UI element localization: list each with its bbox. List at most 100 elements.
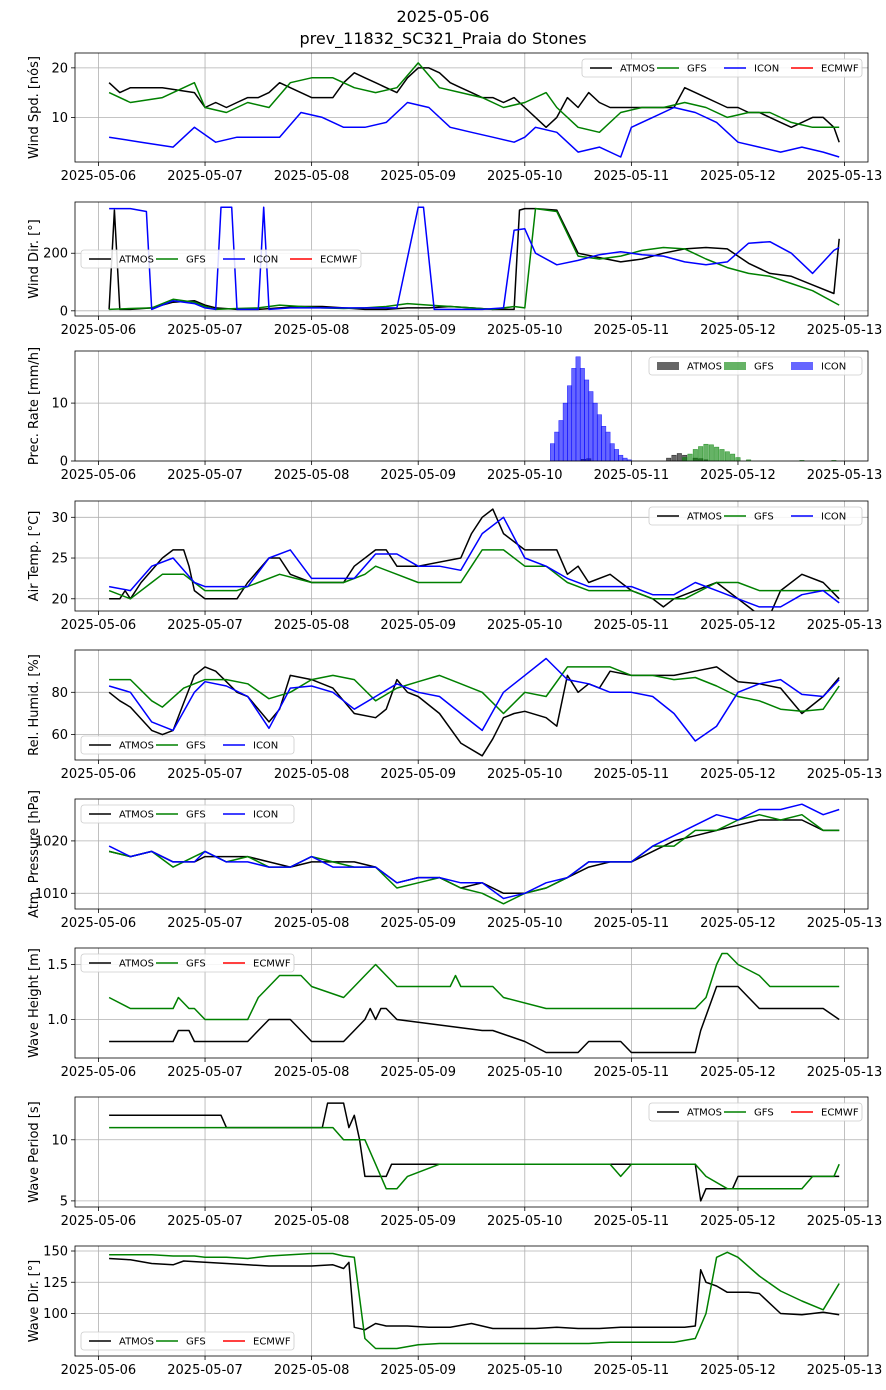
bar-icon (601, 426, 607, 461)
legend-label-atmos: ATMOS (119, 1337, 154, 1348)
bar-icon (592, 402, 598, 461)
x-tick-label: 2025-05-06 (61, 1214, 137, 1229)
axes-frame (74, 1245, 869, 1357)
bar-gfs (682, 457, 688, 461)
x-tick-label: 2025-05-09 (380, 468, 456, 483)
y-tick-label: 60 (51, 728, 68, 743)
series-line-atmos (108, 666, 840, 757)
x-tick-label: 2025-05-07 (167, 767, 243, 782)
bar-icon (575, 356, 581, 461)
bar-icon (550, 443, 555, 461)
x-tick-label: 2025-05-09 (380, 1214, 456, 1229)
panel-wave_dir: 2025-05-06 2025-05-07 2025-05-08 2025-05-09… (27, 1245, 882, 1379)
plot-area (550, 356, 837, 461)
legend-label-icon: ICON (821, 512, 846, 523)
legend-label-icon: ICON (253, 810, 278, 821)
axes-frame (74, 1096, 869, 1208)
plot-area (108, 206, 840, 311)
panel-wind_dir: 2025-05-06 2025-05-07 2025-05-08 2025-05-09… (27, 201, 883, 338)
x-tick-label: 2025-05-06 (61, 169, 137, 184)
legend-box (80, 735, 295, 755)
x-tick-label: 2025-05-06 (61, 323, 137, 338)
y-tick-label: 125 (43, 1276, 68, 1291)
x-tick-label: 2025-05-08 (274, 767, 350, 782)
x-tick-label: 2025-05-10 (487, 618, 563, 633)
x-tick-label: 2025-05-08 (274, 323, 350, 338)
x-tick-label: 2025-05-11 (594, 1363, 670, 1378)
panel-precip: 2025-05-06 2025-05-07 2025-05-08 2025-05-09… (27, 347, 882, 483)
series-line-gfs (108, 952, 840, 1021)
x-tick-label: 2025-05-07 (167, 169, 243, 184)
x-tick-label: 2025-05-06 (61, 1363, 137, 1378)
series-line-icon (109, 206, 840, 311)
x-tick-label: 2025-05-08 (274, 1363, 350, 1378)
x-tick-label: 2025-05-11 (594, 169, 670, 184)
bar-gfs (698, 446, 704, 461)
x-tick-label: 2025-05-08 (274, 916, 350, 931)
legend: ATMOS GFS ECMWF (80, 1331, 295, 1351)
y-tick-label: 0 (60, 455, 68, 470)
x-tick-label: 2025-05-12 (700, 767, 776, 782)
legend-box (648, 1102, 863, 1122)
y-tick-label: 20 (51, 592, 68, 607)
axes-frame (74, 798, 869, 910)
series-line-gfs (108, 549, 840, 600)
y-tick-label: 10 (51, 111, 68, 126)
x-tick-label: 2025-05-12 (700, 916, 776, 931)
x-tick-label: 2025-05-12 (700, 1363, 776, 1378)
x-tick-label: 2025-05-12 (700, 169, 776, 184)
x-tick-label: 2025-05-09 (380, 618, 456, 633)
panel-wave_height: 2025-05-06 2025-05-07 2025-05-08 2025-05-09… (27, 947, 882, 1080)
x-tick-label: 2025-05-06 (61, 468, 137, 483)
series-line-icon (108, 803, 840, 900)
bar-icon (613, 449, 619, 461)
y-tick-label: 100 (43, 1307, 68, 1322)
legend-label-ecmwf: ECMWF (253, 959, 291, 970)
y-tick-label: 1020 (35, 834, 68, 849)
x-tick-label: 2025-05-13 (807, 618, 883, 633)
bar-gfs (703, 443, 709, 461)
legend-swatch-gfs (724, 362, 746, 370)
figure-subtitle: prev_11832_SC321_Praia do Stones (299, 29, 587, 48)
x-tick-label: 2025-05-13 (807, 323, 883, 338)
bar-gfs (735, 457, 741, 461)
legend: ATMOS GFS ECMWF (648, 1102, 863, 1122)
legend-box (80, 249, 362, 269)
y-tick-label: 20 (51, 61, 68, 76)
panel-wave_period: 2025-05-06 2025-05-07 2025-05-08 2025-05-09… (27, 1096, 882, 1229)
x-tick-label: 2025-05-11 (594, 767, 670, 782)
legend-label-ecmwf: ECMWF (253, 1337, 291, 1348)
legend: ATMOS GFS ECMWF (80, 953, 295, 973)
bar-icon (605, 431, 611, 461)
y-tick-label: 10 (51, 1133, 68, 1148)
legend-box (581, 58, 863, 78)
y-axis-label: Wind Dir. [°] (27, 219, 42, 299)
bar-icon (618, 454, 624, 461)
bar-gfs (724, 451, 730, 461)
y-tick-label: 150 (43, 1245, 68, 1260)
x-tick-label: 2025-05-10 (487, 169, 563, 184)
x-tick-label: 2025-05-10 (487, 1363, 563, 1378)
panel-wind_speed: 2025-05-06 2025-05-07 2025-05-08 2025-05-09… (27, 52, 882, 184)
axes-frame (74, 350, 869, 462)
series-line-icon (108, 657, 840, 742)
legend: ATMOS GFS ICON ECMWF (581, 58, 863, 78)
x-tick-label: 2025-05-12 (700, 323, 776, 338)
plot-area (108, 62, 840, 158)
y-tick-label: 200 (43, 247, 68, 262)
figure-title: 2025-05-06 (396, 7, 490, 26)
x-tick-label: 2025-05-09 (380, 767, 456, 782)
legend-box (80, 953, 295, 973)
bar-icon (596, 414, 602, 461)
legend-label-atmos: ATMOS (687, 1108, 722, 1119)
series-line-gfs (108, 813, 840, 905)
series-line-atmos (108, 819, 840, 895)
legend-label-ecmwf: ECMWF (821, 1108, 859, 1119)
bar-icon (558, 420, 564, 461)
legend-label-icon: ICON (821, 362, 846, 373)
legend-label-gfs: GFS (186, 959, 206, 970)
legend: ATMOS GFS ICON ECMWF (80, 249, 362, 269)
x-tick-label: 2025-05-08 (274, 1065, 350, 1080)
bar-icon (584, 379, 590, 461)
